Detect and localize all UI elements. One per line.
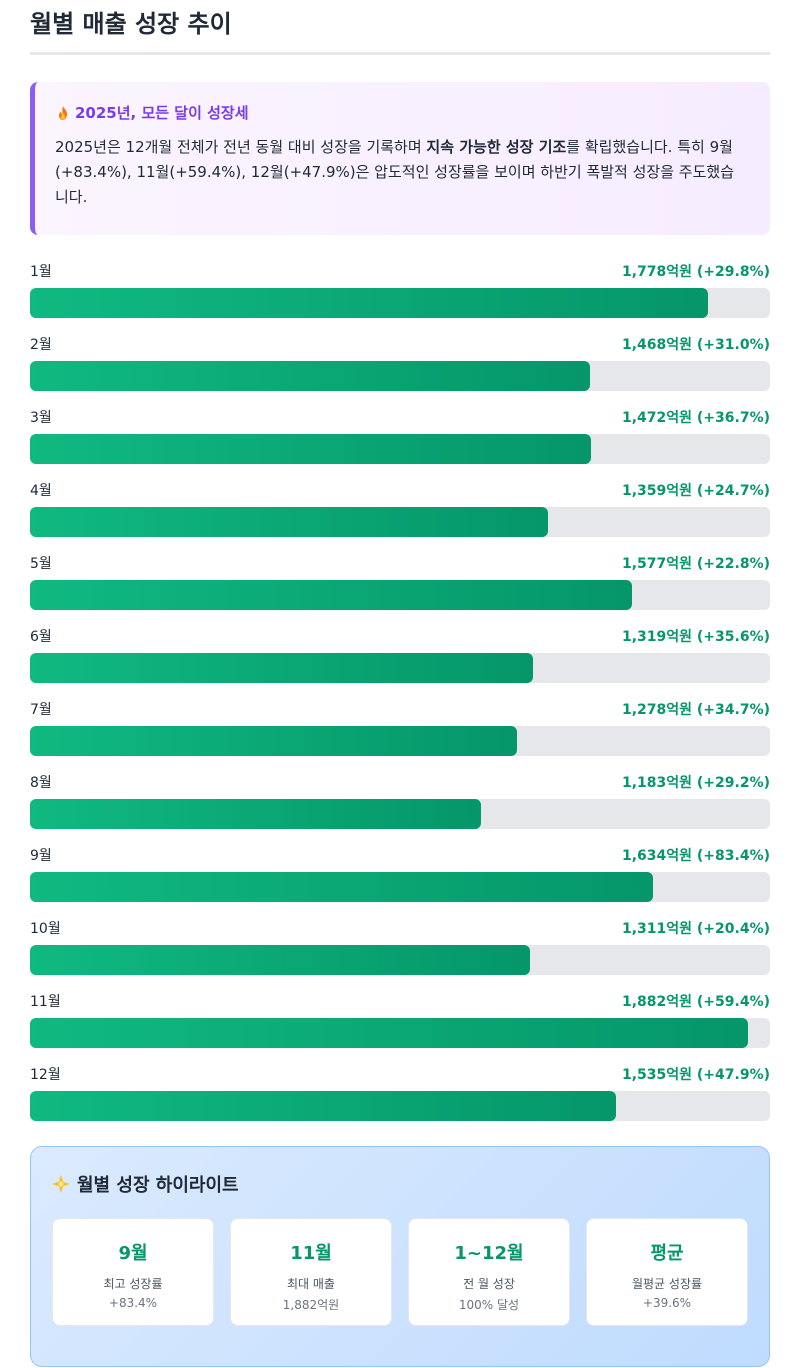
highlight-cards: 9월 최고 성장률 +83.4% 11월 최대 매출 1,882억원 1~12월… [52,1218,749,1326]
summary-callout: 2025년, 모든 달이 성장세 2025년은 12개월 전체가 전년 동월 대… [30,82,770,235]
bar-fill [30,799,481,829]
bar-month-label: 4월 [30,483,52,499]
bar-track [30,653,770,683]
bar-fill [30,580,632,610]
card-sub: 1,882억원 [282,1298,340,1312]
bar-row: 2월 1,468억원 (+31.0%) [30,335,770,395]
bar-value-label: 1,468억원 (+31.0%) [621,337,770,353]
bar-month-label: 5월 [30,556,52,572]
card-label: 전 월 성장 [463,1277,515,1291]
callout-title: 2025년, 모든 달이 성장세 [55,102,746,123]
bar-month-label: 8월 [30,775,52,791]
card-sub: 100% 달성 [458,1298,520,1312]
sparkle-star-icon [52,1175,70,1193]
highlight-title-text: 월별 성장 하이라이트 [77,1175,239,1196]
bar-month-label: 3월 [30,410,52,426]
callout-body-emphasis: 지속 가능한 성장 기조 [426,138,567,156]
bar-track [30,872,770,902]
bar-value-label: 1,311억원 (+20.4%) [621,921,770,937]
callout-body-after: 를 확립했습니다. 특히 9월(+83.4%), 11월(+59.4%), 12… [55,138,734,206]
bar-value-label: 1,577억원 (+22.8%) [621,556,770,572]
bar-fill [30,945,530,975]
fire-icon [59,105,67,120]
bar-track [30,726,770,756]
bar-track [30,799,770,829]
bar-row: 4월 1,359억원 (+24.7%) [30,481,770,541]
bar-month-label: 6월 [30,629,52,645]
bar-fill [30,1018,748,1048]
bar-fill [30,1091,616,1121]
bar-month-label: 2월 [30,337,52,353]
bar-track [30,580,770,610]
bar-fill [30,507,548,537]
bar-row: 6월 1,319억원 (+35.6%) [30,627,770,687]
bar-month-label: 7월 [30,702,52,718]
bar-value-label: 1,634억원 (+83.4%) [621,848,770,864]
card-sub: +39.6% [642,1296,692,1310]
card-label: 월평균 성장률 [631,1277,703,1291]
highlight-panel: 월별 성장 하이라이트 9월 최고 성장률 +83.4% 11월 최대 매출 1… [30,1146,770,1367]
bar-row: 8월 1,183억원 (+29.2%) [30,773,770,833]
bar-row: 10월 1,311억원 (+20.4%) [30,919,770,979]
bar-fill [30,361,590,391]
bar-row: 3월 1,472억원 (+36.7%) [30,408,770,468]
title-divider [30,52,770,55]
highlight-card-top-sales: 11월 최대 매출 1,882억원 [230,1218,392,1326]
bar-track [30,434,770,464]
bar-fill [30,434,591,464]
bar-month-label: 11월 [30,994,61,1010]
bar-fill [30,653,533,683]
bar-row: 11월 1,882억원 (+59.4%) [30,992,770,1052]
callout-body-before: 2025년은 12개월 전체가 전년 동월 대비 성장을 기록하며 [55,138,427,156]
card-value: 평균 [650,1243,684,1264]
bar-value-label: 1,183억원 (+29.2%) [621,775,770,791]
callout-title-text: 2025년, 모든 달이 성장세 [75,104,249,122]
bar-value-label: 1,882억원 (+59.4%) [621,994,770,1010]
bar-track [30,945,770,975]
card-value: 1~12월 [454,1243,524,1264]
bar-track [30,288,770,318]
bar-value-label: 1,472억원 (+36.7%) [621,410,770,426]
bar-fill [30,726,517,756]
bar-month-label: 12월 [30,1067,61,1083]
bar-value-label: 1,778억원 (+29.8%) [621,264,770,280]
bar-value-label: 1,535억원 (+47.9%) [621,1067,770,1083]
card-label: 최고 성장률 [103,1277,163,1291]
bar-fill [30,288,708,318]
card-sub: +83.4% [108,1296,158,1310]
bar-value-label: 1,319억원 (+35.6%) [621,629,770,645]
bar-month-label: 10월 [30,921,61,937]
page-title: 월별 매출 성장 추이 [30,10,232,38]
card-value: 9월 [118,1243,148,1264]
bar-row: 7월 1,278억원 (+34.7%) [30,700,770,760]
highlight-title: 월별 성장 하이라이트 [51,1171,239,1197]
bar-row: 1월 1,778억원 (+29.8%) [30,262,770,322]
bar-row: 5월 1,577억원 (+22.8%) [30,554,770,614]
bar-track [30,507,770,537]
bar-month-label: 1월 [30,264,52,280]
bar-row: 12월 1,535억원 (+47.9%) [30,1065,770,1125]
bar-month-label: 9월 [30,848,52,864]
highlight-card-all-months: 1~12월 전 월 성장 100% 달성 [408,1218,570,1326]
bar-row: 9월 1,634억원 (+83.4%) [30,846,770,906]
bar-track [30,1018,770,1048]
bar-fill [30,872,653,902]
bar-track [30,1091,770,1121]
highlight-card-average: 평균 월평균 성장률 +39.6% [586,1218,748,1326]
card-value: 11월 [290,1243,332,1264]
callout-body: 2025년은 12개월 전체가 전년 동월 대비 성장을 기록하며 지속 가능한… [55,135,746,210]
card-label: 최대 매출 [287,1277,335,1291]
bar-track [30,361,770,391]
bar-value-label: 1,278억원 (+34.7%) [621,702,770,718]
bar-value-label: 1,359억원 (+24.7%) [621,483,770,499]
highlight-card-top-growth: 9월 최고 성장률 +83.4% [52,1218,214,1326]
